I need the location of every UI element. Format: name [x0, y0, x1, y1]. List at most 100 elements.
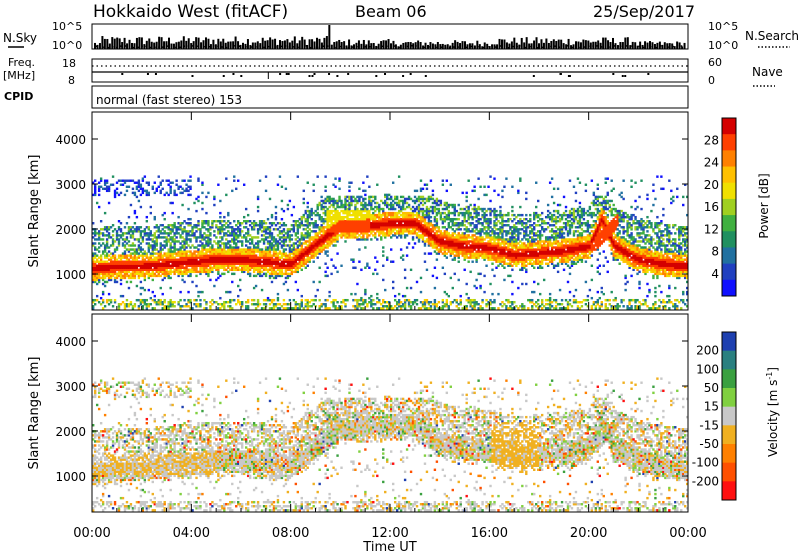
power-cell: [189, 217, 192, 221]
power-cell: [215, 260, 218, 263]
power-cell: [117, 260, 121, 263]
power-cell: [127, 185, 131, 188]
power-cell: [296, 230, 300, 233]
power-cell: [165, 256, 168, 259]
power-cell: [119, 228, 123, 231]
power-cell: [227, 213, 230, 217]
power-cell: [143, 301, 147, 304]
power-cell: [201, 254, 204, 257]
power-cell: [145, 189, 149, 193]
power-cell: [465, 195, 468, 199]
power-cell: [155, 224, 158, 227]
power-cell: [201, 290, 204, 294]
power-cell: [227, 270, 230, 274]
power-cell: [199, 230, 202, 233]
power-cell: [233, 232, 236, 235]
power-cell: [364, 197, 367, 201]
power-cell: [433, 286, 437, 290]
power-cell: [312, 211, 315, 215]
power-cell: [151, 298, 154, 302]
power-cell: [286, 232, 290, 235]
sky-noise-bar: [128, 39, 131, 49]
power-cell: [171, 254, 174, 257]
power-cell: [270, 244, 274, 247]
power-cell: [157, 228, 160, 231]
power-cell: [282, 222, 286, 225]
power-cell: [131, 236, 135, 239]
sky-noise-bar: [165, 41, 168, 49]
power-cell: [181, 256, 184, 259]
power-cell: [328, 244, 331, 247]
power-cell: [101, 238, 105, 241]
power-cell: [322, 244, 325, 247]
power-cell: [268, 268, 272, 272]
power-cell: [123, 232, 127, 235]
power-cell: [137, 179, 141, 182]
power-cell: [278, 307, 282, 310]
power-cell: [177, 215, 180, 219]
power-cell: [262, 262, 266, 265]
power-cell: [163, 276, 166, 280]
power-cell: [306, 244, 309, 247]
power-cell: [219, 236, 222, 239]
power-cell: [187, 268, 190, 272]
power-cell: [308, 242, 311, 245]
power-cell: [346, 228, 349, 231]
power-cell: [274, 305, 278, 308]
power-cell: [233, 250, 236, 253]
power-cell: [133, 264, 137, 267]
power-cell: [304, 266, 307, 269]
power-cell: [143, 258, 147, 261]
power-cell: [268, 256, 272, 259]
power-cell: [92, 270, 95, 274]
power-cell: [155, 260, 158, 263]
power-cell: [105, 238, 109, 241]
power-cell: [250, 228, 254, 231]
power-cell: [334, 209, 337, 213]
power-cell: [171, 240, 174, 243]
power-cell: [223, 248, 226, 251]
power-cell: [237, 254, 240, 257]
power-cell: [292, 226, 296, 229]
power-cell: [195, 236, 198, 239]
power-cell: [185, 183, 188, 186]
power-cell: [147, 181, 151, 184]
power-cell: [131, 248, 135, 251]
power-cell: [187, 301, 190, 304]
power-cell: [187, 258, 190, 261]
power-cell: [298, 266, 301, 269]
power-cell: [330, 272, 333, 276]
power-cell: [241, 258, 244, 261]
sky-noise-bar: [661, 44, 664, 49]
power-cell: [101, 272, 105, 276]
power-cell: [167, 226, 170, 229]
power-cell: [197, 244, 200, 247]
power-cell: [125, 185, 129, 188]
power-cell: [231, 228, 234, 231]
power-cell: [159, 242, 162, 245]
power-cell: [221, 256, 224, 259]
power-cell: [175, 258, 178, 261]
power-cell: [324, 303, 327, 306]
power-cell: [346, 215, 349, 219]
power-cell: [161, 270, 164, 274]
power-cell: [294, 307, 298, 310]
power-cell: [322, 201, 325, 205]
power-cell: [157, 260, 160, 263]
power-cell: [284, 238, 288, 241]
power-cell: [111, 224, 115, 227]
power-cell: [149, 254, 152, 257]
power-cell: [344, 203, 347, 207]
power-cell: [101, 282, 105, 286]
sky-noise-bar: [649, 41, 651, 49]
power-cell: [171, 305, 174, 308]
power-cell: [252, 266, 256, 269]
power-cell: [320, 246, 323, 249]
power-cell: [121, 244, 125, 247]
power-cell: [213, 254, 216, 257]
search-noise-dot: [482, 46, 485, 49]
power-cell: [328, 217, 331, 221]
power-cell: [97, 262, 101, 265]
power-cell: [107, 303, 111, 306]
power-cell: [92, 236, 95, 239]
